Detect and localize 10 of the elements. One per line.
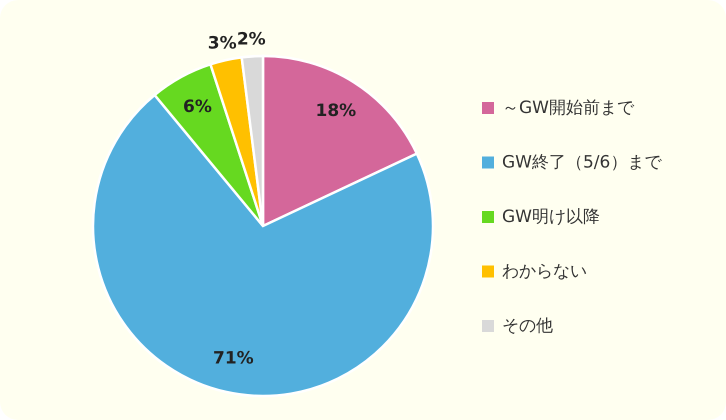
data-label: 18% xyxy=(316,101,356,122)
data-label: 71% xyxy=(212,348,254,369)
data-label: 6% xyxy=(183,96,212,117)
legend-label: ～GW開始前まで xyxy=(502,98,635,118)
legend-label: その他 xyxy=(502,316,553,336)
legend-label: GW終了（5/6）まで xyxy=(502,152,662,172)
legend-label: GW明け以降 xyxy=(502,207,600,227)
data-label: 2% xyxy=(236,29,266,50)
legend-label: わからない xyxy=(502,262,587,282)
data-label: 3% xyxy=(208,34,237,54)
